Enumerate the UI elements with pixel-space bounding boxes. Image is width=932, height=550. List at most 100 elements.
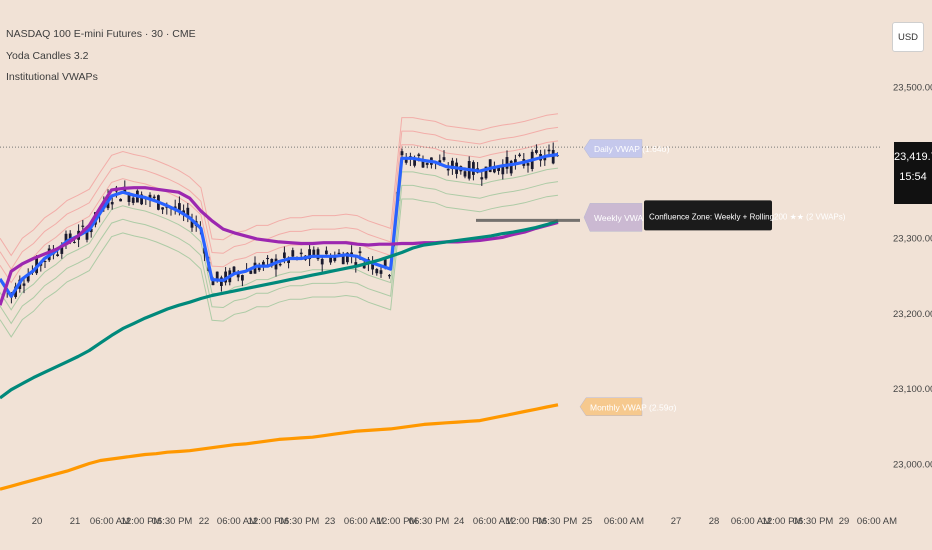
candle-body xyxy=(266,257,269,260)
candle-body xyxy=(312,249,316,258)
x-tick-label: 27 xyxy=(671,516,682,527)
confluence-tooltip-box xyxy=(644,200,772,231)
x-tick-label: 06:00 AM xyxy=(344,516,384,527)
x-tick-label: 06:30 PM xyxy=(537,516,578,527)
candle-body xyxy=(509,160,513,174)
x-tick-label: 06:00 AM xyxy=(217,516,257,527)
x-tick-label: 06:00 AM xyxy=(857,516,897,527)
candle-body xyxy=(329,256,332,263)
x-tick-label: 12:00 PM xyxy=(762,516,803,527)
x-tick-label: 24 xyxy=(454,516,465,527)
candle-body xyxy=(56,254,59,256)
candle-body xyxy=(442,157,446,161)
candle-body xyxy=(119,198,122,202)
candle-body xyxy=(417,154,421,156)
candle-body xyxy=(379,270,383,274)
candle-body xyxy=(472,162,475,175)
candle-body xyxy=(64,233,68,246)
symbol-title[interactable]: NASDAQ 100 E-mini Futures · 30 · CME xyxy=(6,28,196,40)
x-tick-label: 25 xyxy=(582,516,593,527)
candle-body xyxy=(371,261,374,270)
candle-body xyxy=(161,207,164,210)
daily-vwap-label: Daily VWAP (1.64σ) xyxy=(594,144,670,154)
candle-body xyxy=(463,171,467,177)
candle-body xyxy=(26,275,30,282)
candle-body xyxy=(535,150,538,153)
candle-body xyxy=(232,266,236,273)
currency-button[interactable]: USD xyxy=(892,22,924,52)
bar-countdown: 15:54 xyxy=(899,171,927,183)
candle-body xyxy=(257,265,261,271)
y-tick-label: 23,000.00 xyxy=(893,460,932,471)
candle-body xyxy=(43,260,47,262)
x-tick-label: 20 xyxy=(32,516,43,527)
candle-body xyxy=(89,228,93,233)
rolling-vwap-line xyxy=(0,219,559,400)
candle-body xyxy=(270,258,274,267)
candle-body xyxy=(404,158,408,163)
daily-upper-band-2 xyxy=(0,126,559,271)
candle-body xyxy=(249,270,253,274)
candle-body xyxy=(341,255,345,265)
daily-lower-band-3 xyxy=(0,194,559,338)
candle-body xyxy=(278,263,282,266)
x-tick-label: 06:00 AM xyxy=(473,516,513,527)
candle-body xyxy=(299,252,303,255)
candle-body xyxy=(148,194,152,201)
x-tick-label: 23 xyxy=(325,516,336,527)
x-tick-label: 22 xyxy=(199,516,210,527)
chart-legend: NASDAQ 100 E-mini Futures · 30 · CME Yod… xyxy=(6,24,196,89)
last-price-value: 23,419.75 xyxy=(894,151,932,163)
candle-body xyxy=(497,167,500,172)
monthly-vwap-label: Monthly VWAP (2.59σ) xyxy=(590,402,677,412)
candle-body xyxy=(186,207,190,216)
candle-body xyxy=(413,158,416,166)
candle-body xyxy=(358,251,362,254)
candle-body xyxy=(505,157,509,169)
candle-body xyxy=(178,203,181,213)
x-tick-label: 12:00 PM xyxy=(248,516,289,527)
x-tick-label: 12:00 PM xyxy=(121,516,162,527)
candle-body xyxy=(346,252,349,263)
candle-body xyxy=(451,160,454,169)
daily-lower-band-2 xyxy=(0,181,559,325)
candle-body xyxy=(308,249,311,260)
daily-vwap-label-box xyxy=(583,139,643,158)
candle-body xyxy=(493,166,496,173)
candle-body xyxy=(316,249,320,260)
candle-body xyxy=(325,250,328,255)
candle-body xyxy=(501,164,505,175)
candle-body xyxy=(190,221,194,228)
daily-upper-band-1 xyxy=(0,140,559,284)
candle-body xyxy=(236,273,240,278)
candle-body xyxy=(224,271,227,283)
monthly-vwap-line xyxy=(0,403,559,491)
candle-body xyxy=(110,202,114,205)
x-tick-label: 06:00 AM xyxy=(731,516,771,527)
y-tick-label: 23,200.00 xyxy=(893,309,932,320)
candle-body xyxy=(81,225,85,227)
x-tick-label: 06:30 PM xyxy=(279,516,320,527)
candle-body xyxy=(518,154,521,156)
candle-body xyxy=(375,269,379,274)
x-tick-label: 06:30 PM xyxy=(409,516,450,527)
candle-body xyxy=(211,279,215,286)
candle-body xyxy=(60,247,64,254)
candle-body xyxy=(241,275,244,281)
x-tick-label: 21 xyxy=(70,516,81,527)
x-tick-label: 12:00 PM xyxy=(377,516,418,527)
candle-body xyxy=(291,250,295,257)
indicator-institutional-vwaps[interactable]: Institutional VWAPs xyxy=(6,71,98,83)
candle-body xyxy=(400,151,404,156)
candle-body xyxy=(484,166,488,179)
candle-body xyxy=(85,230,89,240)
confluence-tooltip-text: Confluence Zone: Weekly + Rolling200 ★★ … xyxy=(649,212,846,221)
candle-body xyxy=(68,233,72,241)
x-tick-label: 29 xyxy=(839,516,850,527)
indicator-yoda-candles[interactable]: Yoda Candles 3.2 xyxy=(6,49,89,62)
candle-body xyxy=(337,252,341,255)
y-tick-label: 23,300.00 xyxy=(893,233,932,244)
x-tick-label: 12:00 PM xyxy=(506,516,547,527)
